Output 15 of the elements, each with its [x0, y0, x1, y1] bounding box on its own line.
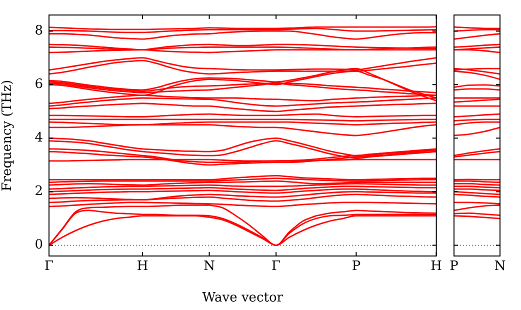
y-tick-label: 2	[34, 184, 43, 200]
x-tick-label: P	[352, 259, 361, 274]
y-tick-label: 0	[34, 238, 43, 253]
x-tick-label: N	[204, 259, 215, 274]
y-tick-label: 8	[34, 23, 43, 38]
y-axis-title: Frequency (THz)	[0, 80, 16, 192]
x-tick-label: H	[136, 259, 148, 274]
x-tick-label: Γ	[44, 259, 54, 274]
x-tick-label: H	[430, 259, 442, 274]
y-tick-label: 6	[34, 76, 43, 92]
x-tick-label: P	[450, 259, 459, 274]
y-tick-label: 4	[34, 130, 43, 146]
x-tick-label: N	[494, 259, 506, 274]
x-tick-label: Γ	[272, 259, 281, 274]
x-axis-title: Wave vector	[202, 290, 284, 306]
